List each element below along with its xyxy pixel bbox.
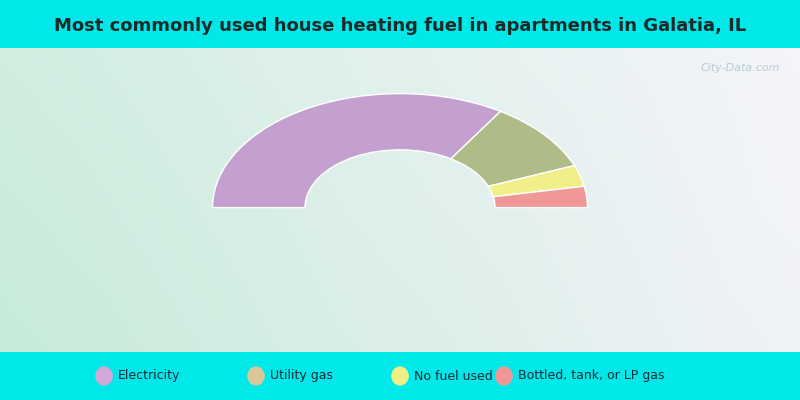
Ellipse shape	[495, 366, 513, 386]
Text: No fuel used: No fuel used	[414, 370, 492, 382]
Ellipse shape	[391, 366, 409, 386]
Wedge shape	[494, 186, 587, 208]
Wedge shape	[451, 111, 574, 186]
Wedge shape	[213, 94, 501, 208]
Wedge shape	[488, 166, 584, 197]
Text: Most commonly used house heating fuel in apartments in Galatia, IL: Most commonly used house heating fuel in…	[54, 17, 746, 35]
Ellipse shape	[95, 366, 113, 386]
Text: Electricity: Electricity	[118, 370, 180, 382]
Text: Utility gas: Utility gas	[270, 370, 333, 382]
Text: City-Data.com: City-Data.com	[701, 63, 780, 73]
Text: Bottled, tank, or LP gas: Bottled, tank, or LP gas	[518, 370, 664, 382]
Ellipse shape	[247, 366, 265, 386]
